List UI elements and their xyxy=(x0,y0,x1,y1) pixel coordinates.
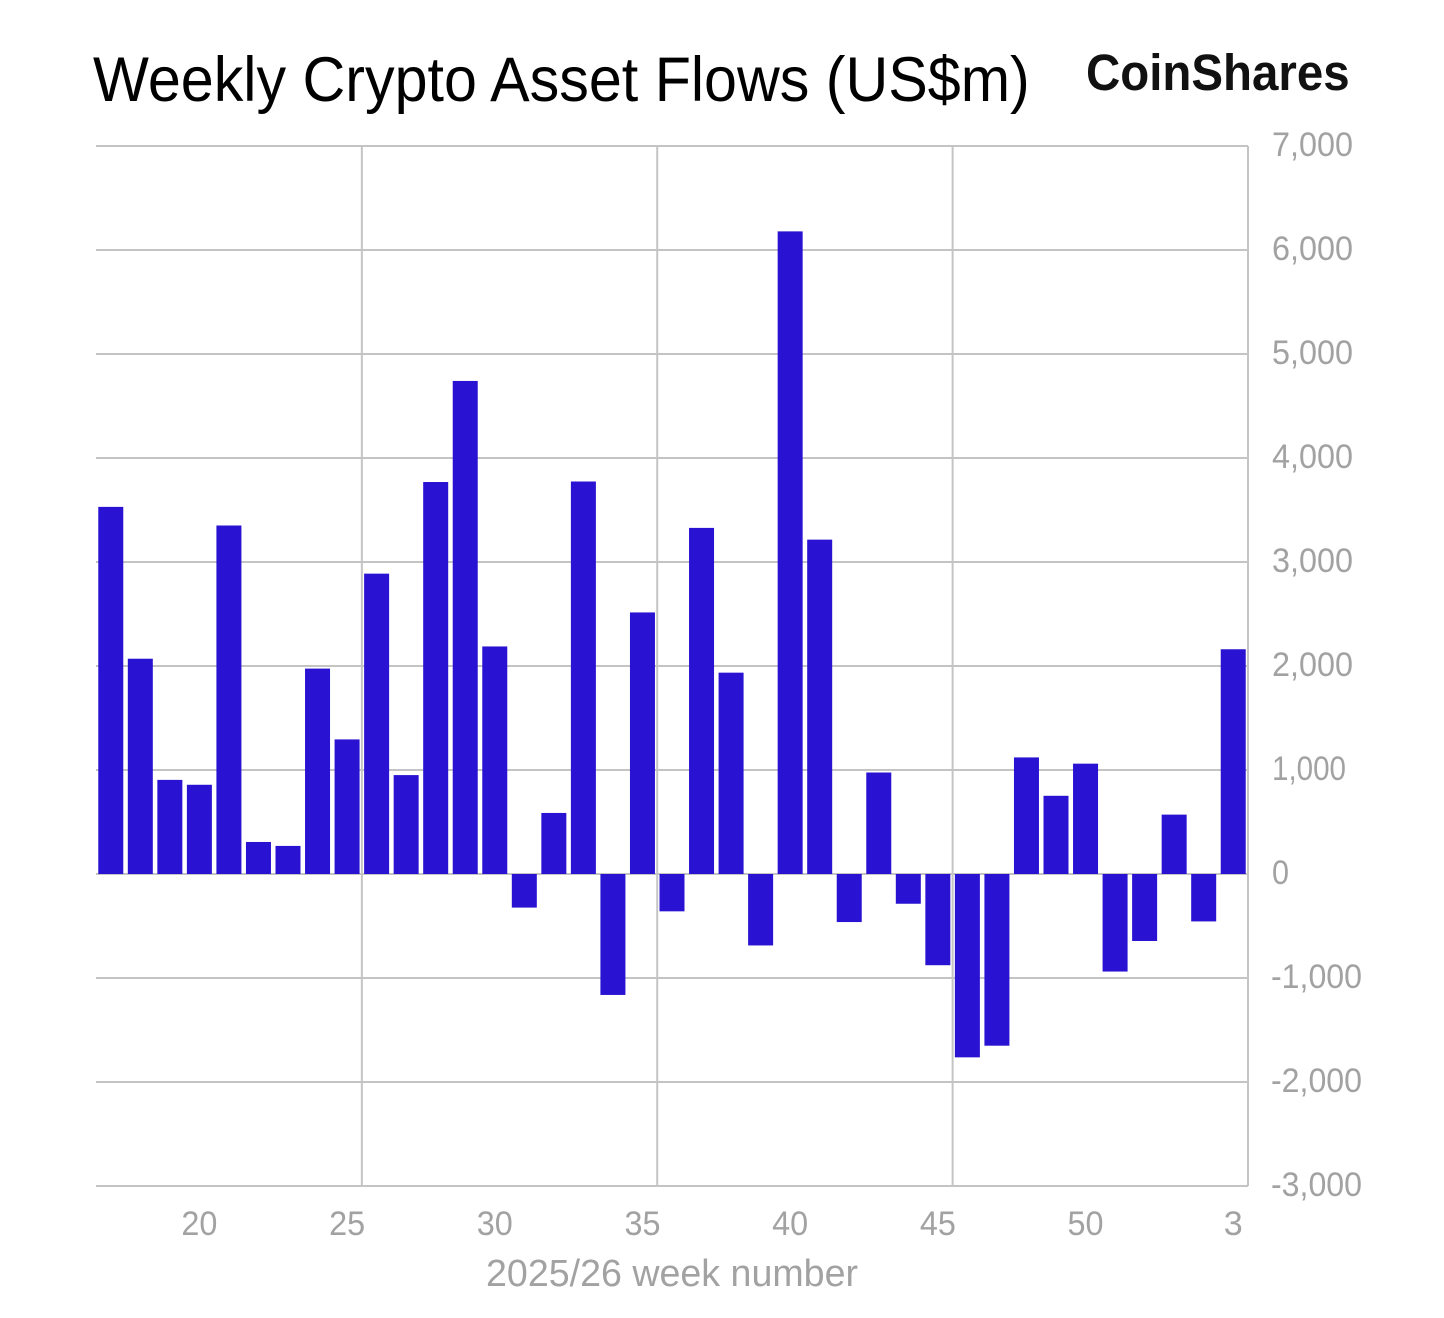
svg-text:20: 20 xyxy=(181,1205,217,1243)
svg-text:30: 30 xyxy=(477,1205,513,1243)
svg-text:25: 25 xyxy=(329,1205,365,1243)
svg-text:35: 35 xyxy=(624,1205,660,1243)
svg-text:4,000: 4,000 xyxy=(1272,438,1353,476)
svg-text:-2,000: -2,000 xyxy=(1271,1062,1362,1100)
svg-text:2025/26 week number: 2025/26 week number xyxy=(486,1253,858,1295)
svg-text:-1,000: -1,000 xyxy=(1271,958,1362,996)
svg-text:3,000: 3,000 xyxy=(1272,542,1353,580)
svg-text:5,000: 5,000 xyxy=(1272,334,1353,372)
svg-text:-3,000: -3,000 xyxy=(1271,1166,1362,1204)
svg-text:0: 0 xyxy=(1272,854,1289,892)
svg-text:3: 3 xyxy=(1224,1205,1243,1243)
svg-text:45: 45 xyxy=(920,1205,956,1243)
svg-text:7,000: 7,000 xyxy=(1272,126,1353,164)
svg-text:1,000: 1,000 xyxy=(1272,750,1346,788)
svg-text:50: 50 xyxy=(1068,1205,1104,1243)
svg-text:6,000: 6,000 xyxy=(1272,230,1353,268)
svg-text:2,000: 2,000 xyxy=(1272,646,1353,684)
svg-text:40: 40 xyxy=(772,1205,808,1243)
